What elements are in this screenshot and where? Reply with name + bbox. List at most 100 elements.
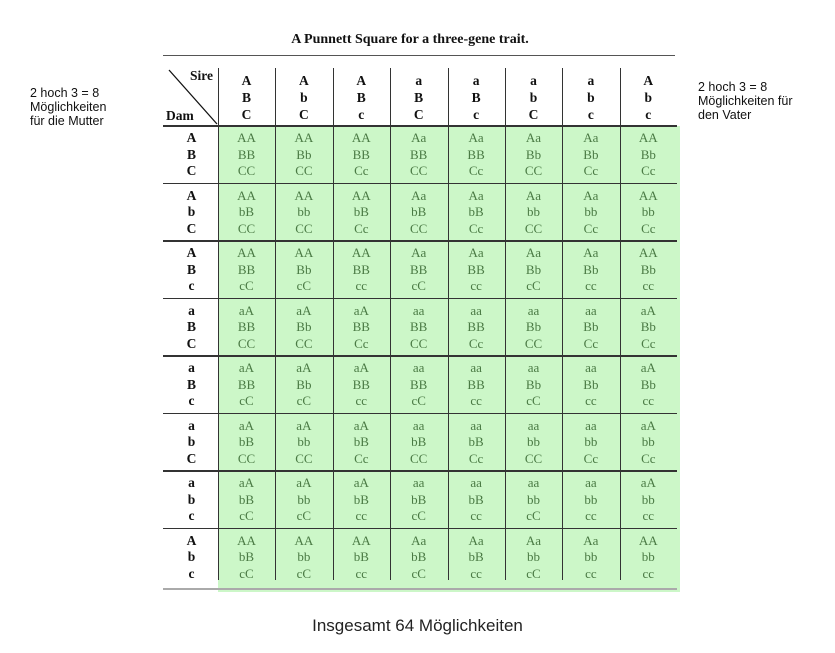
genotype-cell: aA <box>353 417 369 433</box>
genotype-cell: AA <box>351 245 371 260</box>
sire-allele: a <box>415 73 423 88</box>
sire-allele: C <box>528 107 539 122</box>
sire-allele: C <box>299 107 309 122</box>
genotype-cell: aA <box>238 417 255 433</box>
genotype-cell: aa <box>527 417 540 433</box>
genotype-cell: bb <box>527 434 540 449</box>
genotype-cell: Bb <box>640 261 656 277</box>
genotype-cell: cC <box>239 565 254 581</box>
genotype-cell: AA <box>294 130 314 145</box>
genotype-cell: cC <box>411 278 426 293</box>
genotype-cell: aA <box>296 417 312 433</box>
genotype-cell: cC <box>296 278 312 293</box>
genotype-cell: Cc <box>583 335 599 351</box>
dam-allele: C <box>186 163 197 178</box>
genotype-cell: Cc <box>468 163 484 178</box>
genotype-cell: bB <box>411 204 427 219</box>
genotype-cell: bb <box>297 549 311 564</box>
genotype-cell: cc <box>585 565 597 581</box>
genotype-cell: cc <box>355 565 368 581</box>
genotype-cell: BB <box>410 376 428 392</box>
sire-allele: C <box>413 107 424 122</box>
genotype-cell: Cc <box>468 220 484 236</box>
genotype-cell: Cc <box>354 335 369 351</box>
genotype-cell: AA <box>294 532 314 548</box>
genotype-cell: bb <box>297 491 311 507</box>
dam-allele: c <box>188 278 195 293</box>
genotype-cell: CC <box>410 163 428 178</box>
genotype-cell: Cc <box>641 220 656 236</box>
genotype-cell: cC <box>411 565 426 581</box>
genotype-cell: bb <box>584 434 598 449</box>
genotype-cell: CC <box>237 220 256 236</box>
row-divider <box>163 182 677 184</box>
genotype-cell: aA <box>353 475 369 490</box>
title-rule <box>163 55 675 56</box>
genotype-cell: BB <box>352 376 370 392</box>
genotype-cell: aA <box>640 360 656 375</box>
sire-allele: a <box>587 73 595 88</box>
sire-allele: b <box>587 90 595 105</box>
genotype-cell: bb <box>584 549 598 564</box>
genotype-cell: aA <box>296 475 312 490</box>
genotype-cell: aA <box>238 475 255 490</box>
genotype-cell: AA <box>638 532 658 548</box>
column-divider <box>332 68 334 580</box>
dam-allele: b <box>187 204 196 219</box>
genotype-cell: BB <box>352 261 370 277</box>
genotype-cell: aa <box>585 302 597 318</box>
genotype-cell: aa <box>412 360 425 375</box>
genotype-cell: AA <box>237 532 256 548</box>
genotype-cell: Aa <box>411 187 427 203</box>
genotype-cell: CC <box>237 335 256 351</box>
genotype-cell: cC <box>239 278 254 293</box>
genotype-cell: aa <box>527 475 540 490</box>
sire-allele: A <box>643 73 654 88</box>
genotype-cell: Bb <box>583 146 599 162</box>
genotype-cell: BB <box>352 146 370 162</box>
genotype-cell: Bb <box>640 319 656 334</box>
genotype-cell: aa <box>470 475 482 490</box>
genotype-cell: bb <box>641 204 655 219</box>
dam-allele: C <box>186 450 197 466</box>
genotype-cell: cc <box>642 278 655 293</box>
genotype-cell: CC <box>237 450 256 466</box>
row-divider <box>163 240 677 242</box>
dam-allele: A <box>186 130 197 145</box>
genotype-cell: aA <box>296 302 312 318</box>
dam-label: Dam <box>166 108 194 123</box>
offspring-highlight <box>218 126 680 592</box>
genotype-cell: BB <box>237 319 256 334</box>
genotype-cell: bB <box>238 204 255 219</box>
dam-allele: b <box>187 434 196 449</box>
dam-allele: A <box>186 245 197 260</box>
genotype-cell: Aa <box>468 187 484 203</box>
dam-allele: a <box>188 360 195 375</box>
dam-allele: B <box>186 261 196 277</box>
dam-allele: c <box>188 565 195 581</box>
genotype-cell: aa <box>470 302 482 318</box>
dam-allele: b <box>187 549 196 564</box>
genotype-cell: Cc <box>583 220 599 236</box>
sire-allele: b <box>644 90 653 105</box>
genotype-cell: BB <box>467 376 485 392</box>
genotype-cell: BB <box>410 319 428 334</box>
sire-allele: a <box>530 73 537 88</box>
genotype-cell: Aa <box>411 130 427 145</box>
genotype-cell: bB <box>411 549 427 564</box>
genotype-cell: aA <box>640 417 656 433</box>
genotype-cell: bB <box>353 434 369 449</box>
genotype-cell: Bb <box>296 319 312 334</box>
genotype-cell: CC <box>410 220 428 236</box>
genotype-cell: Aa <box>583 245 599 260</box>
genotype-cell: AA <box>294 187 314 203</box>
genotype-cell: cc <box>585 508 597 523</box>
genotype-cell: BB <box>352 319 370 334</box>
genotype-cell: Cc <box>468 450 484 466</box>
dam-allele: A <box>186 532 197 548</box>
genotype-cell: bb <box>297 204 311 219</box>
dam-allele: A <box>186 187 197 203</box>
genotype-cell: aA <box>640 475 656 490</box>
genotype-cell: aA <box>238 302 255 318</box>
genotype-cell: Bb <box>525 261 542 277</box>
